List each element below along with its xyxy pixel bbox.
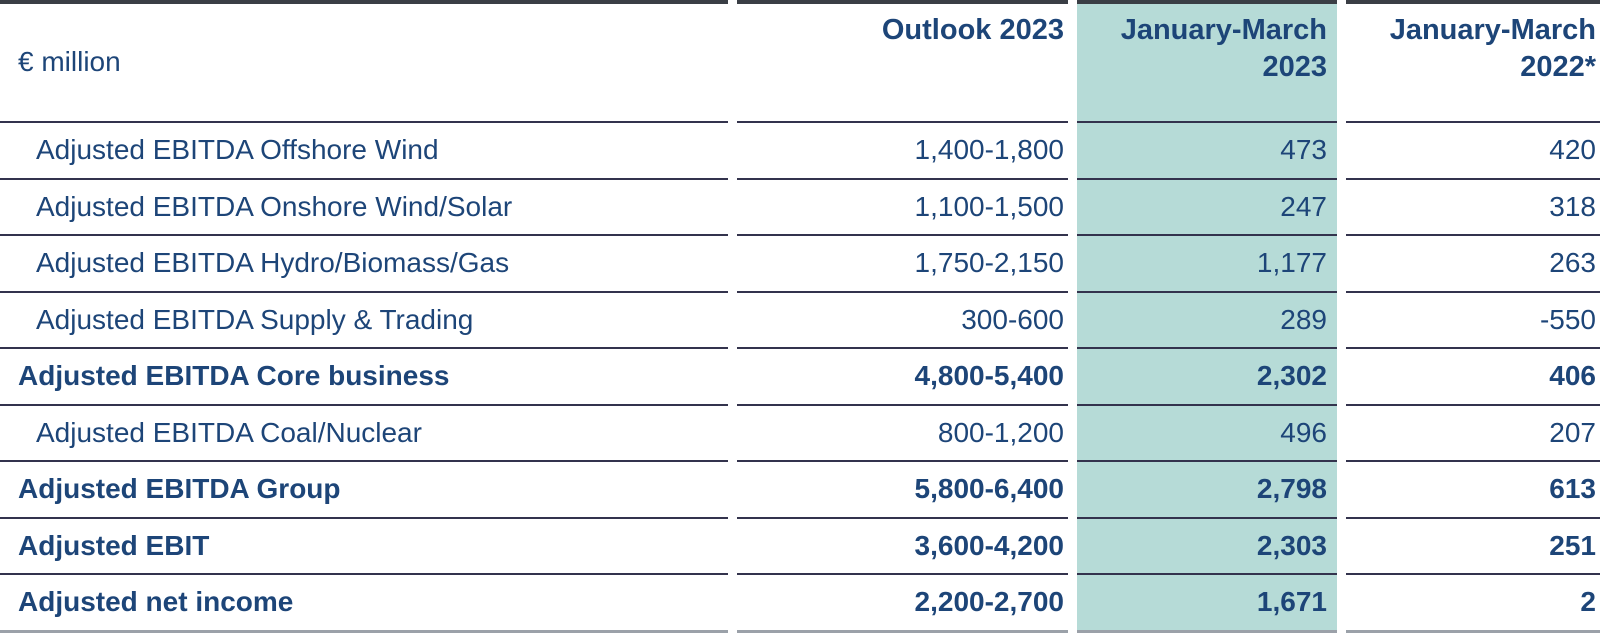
table-row-hydro-biomass-gas: Adjusted EBITDA Hydro/Biomass/Gas 1,750-… [0, 234, 1600, 291]
jan-mar-2022-value: 207 [1346, 403, 1600, 461]
outlook-value: 1,750-2,150 [737, 234, 1068, 291]
col-header-jan-mar-2022: January-March 2022* [1346, 0, 1600, 121]
row-label: Adjusted EBITDA Onshore Wind/Solar [0, 177, 728, 235]
unit-label: € million [0, 0, 728, 121]
outlook-value: 5,800-6,400 [737, 460, 1068, 517]
table-row-ebitda-group: Adjusted EBITDA Group 5,800-6,400 2,798 … [0, 460, 1600, 517]
table-row-offshore-wind: Adjusted EBITDA Offshore Wind 1,400-1,80… [0, 121, 1600, 178]
table-row-supply-trading: Adjusted EBITDA Supply & Trading 300-600… [0, 290, 1600, 348]
outlook-value: 1,100-1,500 [737, 177, 1068, 235]
table-row-core-business: Adjusted EBITDA Core business 4,800-5,40… [0, 347, 1600, 404]
jan-mar-2022-value: 318 [1346, 177, 1600, 235]
jan-mar-2023-value: 1,671 [1077, 573, 1337, 633]
outlook-value: 2,200-2,700 [737, 573, 1068, 633]
row-label: Adjusted EBITDA Coal/Nuclear [0, 403, 728, 461]
jan-mar-2022-value: 263 [1346, 234, 1600, 291]
jan-mar-2023-value: 1,177 [1077, 234, 1337, 291]
table-row-onshore-wind-solar: Adjusted EBITDA Onshore Wind/Solar 1,100… [0, 177, 1600, 235]
outlook-value: 800-1,200 [737, 403, 1068, 461]
outlook-value: 1,400-1,800 [737, 121, 1068, 178]
row-label: Adjusted EBITDA Supply & Trading [0, 290, 728, 348]
jan-mar-2022-value: 251 [1346, 516, 1600, 574]
table-row-adjusted-net-income: Adjusted net income 2,200-2,700 1,671 2 [0, 573, 1600, 633]
jan-mar-2023-value: 2,302 [1077, 347, 1337, 404]
table-row-adjusted-ebit: Adjusted EBIT 3,600-4,200 2,303 251 [0, 516, 1600, 574]
jan-mar-2023-value: 289 [1077, 290, 1337, 347]
table-header-row: € million Outlook 2023 January-March 202… [0, 0, 1600, 121]
outlook-value: 300-600 [737, 290, 1068, 348]
jan-mar-2022-value: 2 [1346, 573, 1600, 633]
row-label: Adjusted EBIT [0, 516, 728, 574]
jan-mar-2022-value: 613 [1346, 460, 1600, 517]
jan-mar-2023-value: 496 [1077, 403, 1337, 460]
row-label: Adjusted EBITDA Offshore Wind [0, 121, 728, 178]
row-label: Adjusted EBITDA Core business [0, 347, 728, 404]
outlook-value: 3,600-4,200 [737, 516, 1068, 574]
jan-mar-2023-value: 473 [1077, 121, 1337, 178]
jan-mar-2022-value: -550 [1346, 290, 1600, 348]
jan-mar-2022-value: 420 [1346, 121, 1600, 178]
col-header-outlook-2023: Outlook 2023 [737, 0, 1068, 121]
jan-mar-2022-value: 406 [1346, 347, 1600, 404]
col-header-jan-mar-2023: January-March 2023 [1077, 0, 1337, 121]
jan-mar-2023-value: 2,303 [1077, 516, 1337, 573]
row-label: Adjusted EBITDA Hydro/Biomass/Gas [0, 234, 728, 291]
row-label: Adjusted net income [0, 573, 728, 633]
row-label: Adjusted EBITDA Group [0, 460, 728, 517]
jan-mar-2023-value: 247 [1077, 177, 1337, 234]
outlook-value: 4,800-5,400 [737, 347, 1068, 404]
jan-mar-2023-value: 2,798 [1077, 460, 1337, 517]
table-row-coal-nuclear: Adjusted EBITDA Coal/Nuclear 800-1,200 4… [0, 403, 1600, 461]
